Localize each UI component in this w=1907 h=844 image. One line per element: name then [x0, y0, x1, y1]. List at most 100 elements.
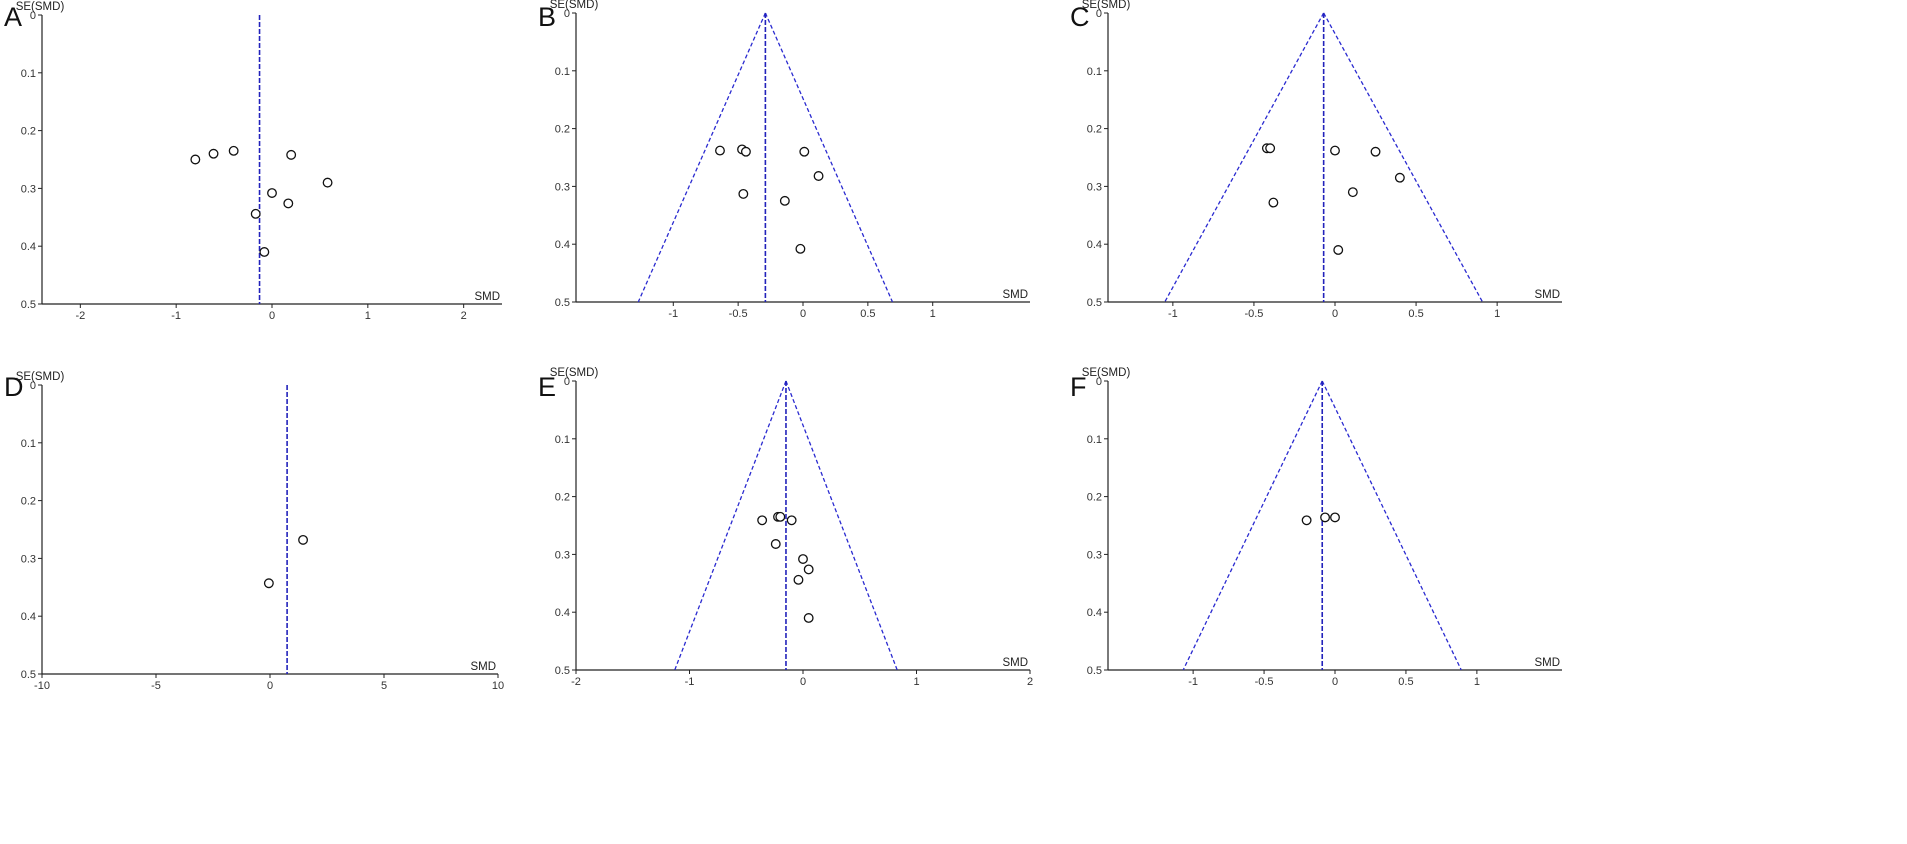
y-tick-label: 0.1	[555, 66, 570, 78]
panel-b-plot: 0 0.1 0.2 0.3 0.4 0.5 -1 -0.5 0 0.5 1 SE(SMD) SMD	[550, 0, 1030, 320]
y-tick-label: 0.5	[21, 669, 36, 681]
y-tick-label: 0	[1096, 8, 1102, 20]
x-tick-label: -2	[571, 676, 581, 688]
y-tick-label: 0	[564, 8, 570, 20]
x-tick-label: -2	[75, 310, 85, 322]
panel-c-plot: 0 0.1 0.2 0.3 0.4 0.5 -1 -0.5 0 0.5 1 SE(SMD) SMD	[1082, 0, 1562, 320]
y-tick-label: 0.4	[21, 611, 36, 623]
y-tick-label: 0.2	[1087, 492, 1102, 504]
study-point	[263, 578, 274, 589]
x-tick-label: -5	[151, 680, 161, 692]
y-tick-label: 0.4	[21, 241, 36, 253]
x-axis-title: SMD	[470, 661, 496, 673]
study-point	[298, 534, 309, 545]
x-axis-title: SMD	[1534, 657, 1560, 669]
x-tick-label: 10	[492, 680, 504, 692]
panel-label-c: C	[1070, 2, 1090, 32]
funnel-right-limit	[764, 12, 894, 303]
study-point	[813, 171, 824, 181]
x-tick-label: 0	[1332, 308, 1338, 320]
x-axis-title: SMD	[1002, 289, 1028, 301]
x-axis-title: SMD	[474, 291, 500, 303]
study-point	[1330, 145, 1340, 156]
funnel-left-limit	[637, 12, 766, 303]
study-point	[283, 198, 294, 209]
x-tick-label: -1	[685, 676, 695, 688]
y-tick-label: 0.4	[555, 239, 570, 251]
study-point	[190, 154, 201, 165]
y-tick-label: 0.3	[1087, 181, 1102, 193]
x-tick-label: 0.5	[1398, 676, 1413, 688]
x-tick-label: 1	[1494, 308, 1500, 320]
y-tick-label: 0.1	[21, 438, 36, 450]
panel-d-plot: 0 0.1 0.2 0.3 0.4 0.5-10 -5 0 5 10 SE(SMD) SMD	[16, 371, 504, 692]
panel-label-e: E	[538, 372, 557, 402]
panel-a-plot: 0 0.1 0.2 0.3 0.4 0.5 -2 -1 0 1 2 SE(SMD) SMD	[16, 1, 502, 322]
study-point	[786, 515, 797, 526]
y-axis-title: SE(SMD)	[1082, 0, 1131, 11]
y-tick-label: 0.5	[21, 299, 36, 311]
study-point	[779, 195, 790, 206]
study-point	[770, 539, 781, 549]
y-tick-label: 0.2	[555, 124, 570, 136]
x-tick-label: 0	[800, 308, 806, 320]
panel-e-plot: 0 0.1 0.2 0.3 0.4 0.5-2 -1 0 1 2 SE(SMD) SMD	[550, 367, 1033, 688]
panel-label-f: F	[1070, 372, 1087, 402]
y-tick-label: 0.2	[1087, 124, 1102, 136]
y-tick-label: 0.5	[555, 297, 570, 309]
y-tick-label: 0.3	[21, 183, 36, 195]
x-axis-title: SMD	[1002, 657, 1028, 669]
y-tick-label: 0.1	[1087, 434, 1102, 446]
funnel-right-limit	[1321, 380, 1462, 671]
x-tick-label: -0.5	[729, 308, 748, 320]
y-axis-title: SE(SMD)	[1082, 367, 1131, 379]
panel-label-a: A	[4, 2, 23, 32]
funnel-left-limit	[1164, 12, 1325, 303]
x-tick-label: 2	[1027, 676, 1033, 688]
study-point	[250, 208, 261, 219]
x-tick-label: -10	[34, 680, 50, 692]
x-tick-label: 1	[365, 310, 371, 322]
study-point	[793, 574, 804, 585]
y-tick-label: 0.3	[21, 553, 36, 565]
study-point	[740, 146, 751, 157]
study-point	[259, 247, 270, 257]
study-point	[286, 149, 297, 160]
study-point	[1268, 197, 1279, 208]
y-tick-label: 0	[564, 376, 570, 388]
study-point	[803, 613, 814, 623]
x-tick-label: -1	[171, 310, 181, 322]
study-point	[208, 148, 219, 159]
x-tick-label: 0.5	[860, 308, 875, 320]
y-tick-label: 0	[1096, 376, 1102, 388]
x-tick-label: 0	[800, 676, 806, 688]
x-tick-label: 2	[461, 310, 467, 322]
study-point	[798, 554, 808, 564]
study-point	[1301, 515, 1312, 526]
study-point	[1265, 143, 1276, 154]
study-point	[775, 511, 786, 522]
x-tick-label: 1	[1474, 676, 1480, 688]
y-tick-label: 0.3	[1087, 549, 1102, 561]
y-axis-title: SE(SMD)	[16, 1, 65, 13]
study-point	[757, 515, 768, 526]
y-tick-label: 0.2	[555, 492, 570, 504]
study-point	[1394, 172, 1405, 183]
study-point	[803, 564, 814, 575]
y-tick-label: 0.1	[1087, 66, 1102, 78]
study-point	[1320, 512, 1331, 523]
study-point	[1347, 187, 1358, 198]
x-tick-label: -0.5	[1255, 676, 1274, 688]
x-axis-title: SMD	[1534, 289, 1560, 301]
y-tick-label: 0.4	[555, 607, 570, 619]
x-tick-label: 0	[267, 680, 273, 692]
x-tick-label: -1	[668, 308, 678, 320]
y-tick-label: 0.5	[1087, 297, 1102, 309]
panel-label-b: B	[538, 2, 557, 32]
y-tick-label: 0.5	[555, 665, 570, 677]
x-tick-label: -1	[1188, 676, 1198, 688]
x-tick-label: 5	[381, 680, 387, 692]
study-point	[322, 177, 333, 188]
study-point	[1370, 146, 1381, 157]
